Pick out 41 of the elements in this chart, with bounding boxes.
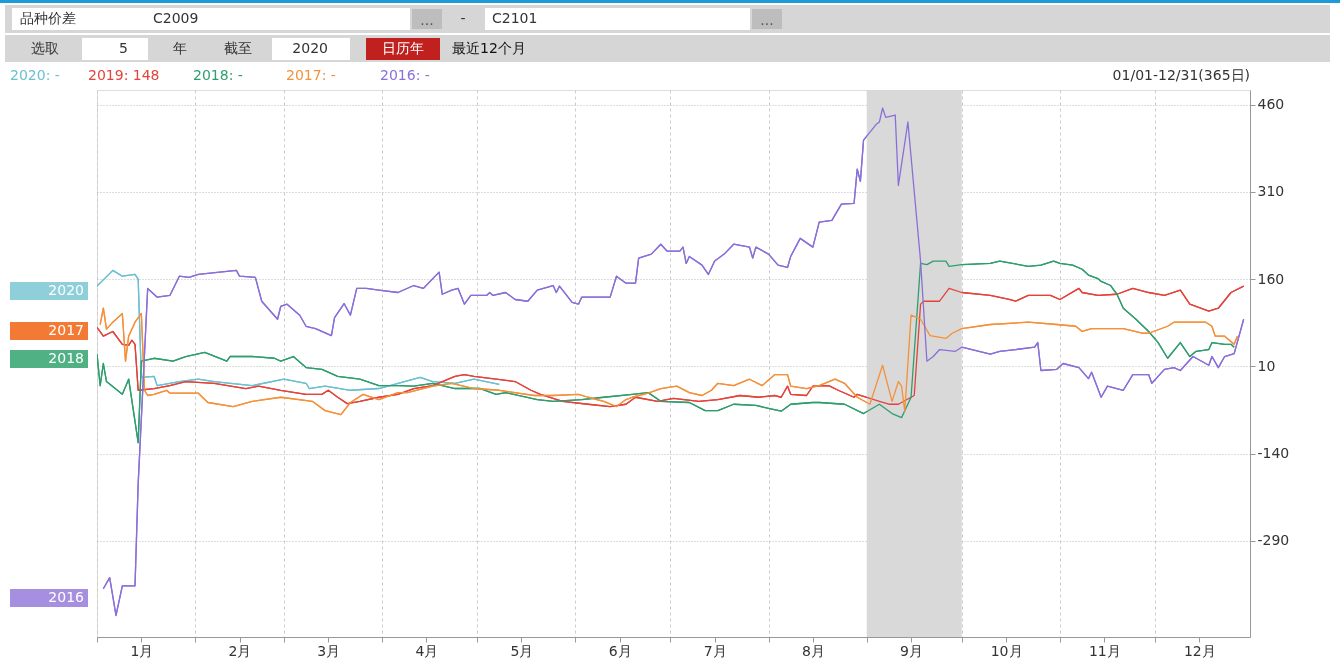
y-tick-label: 460 (1257, 96, 1285, 113)
text: 2016 (48, 589, 85, 605)
x-tick-label: 4月 (415, 642, 439, 659)
x-tick-label: 9月 (900, 642, 924, 659)
text: 2020 (48, 282, 84, 298)
text: 选取 (31, 40, 59, 56)
y-tick-label: 160 (1257, 270, 1285, 287)
x-tick-label: 6月 (608, 642, 632, 659)
x-tick-label: 12月 (1183, 642, 1216, 659)
x-tick-label: 5月 (510, 642, 534, 659)
text: 年 (173, 40, 187, 56)
x-tick-label: 2月 (228, 642, 252, 659)
text: 品种价差 (20, 10, 76, 26)
text: 2020 (292, 40, 328, 56)
text: 2017: - (286, 67, 336, 83)
text: 2020: - (10, 67, 60, 83)
text: 日历年 (382, 40, 424, 56)
text: - (460, 10, 466, 26)
text: ... (420, 12, 434, 28)
y-tick-label: 10 (1257, 357, 1276, 374)
text: 01/01-12/31(365日) (1112, 67, 1250, 83)
y-tick-label: 310 (1257, 183, 1285, 200)
text: C2101 (492, 10, 538, 26)
text: 2019: 148 (88, 67, 160, 83)
text: 最近12个月 (452, 40, 526, 56)
text: 2017 (48, 322, 84, 338)
text: ... (760, 12, 774, 28)
x-tick-label: 1月 (130, 642, 154, 659)
text: 5 (119, 40, 128, 56)
x-tick-label: 10月 (990, 642, 1023, 659)
y-tick-label: -290 (1257, 532, 1290, 549)
text: 2018: - (193, 67, 243, 83)
text: 2018 (48, 350, 84, 366)
x-tick-label: 3月 (317, 642, 341, 659)
y-tick-label: -140 (1257, 445, 1290, 462)
x-tick-label: 11月 (1088, 642, 1121, 659)
text: C2009 (153, 10, 199, 26)
x-tick-label: 8月 (801, 642, 825, 659)
text: 截至 (224, 40, 252, 56)
x-tick-label: 7月 (703, 642, 727, 659)
text: 2016: - (380, 67, 430, 83)
